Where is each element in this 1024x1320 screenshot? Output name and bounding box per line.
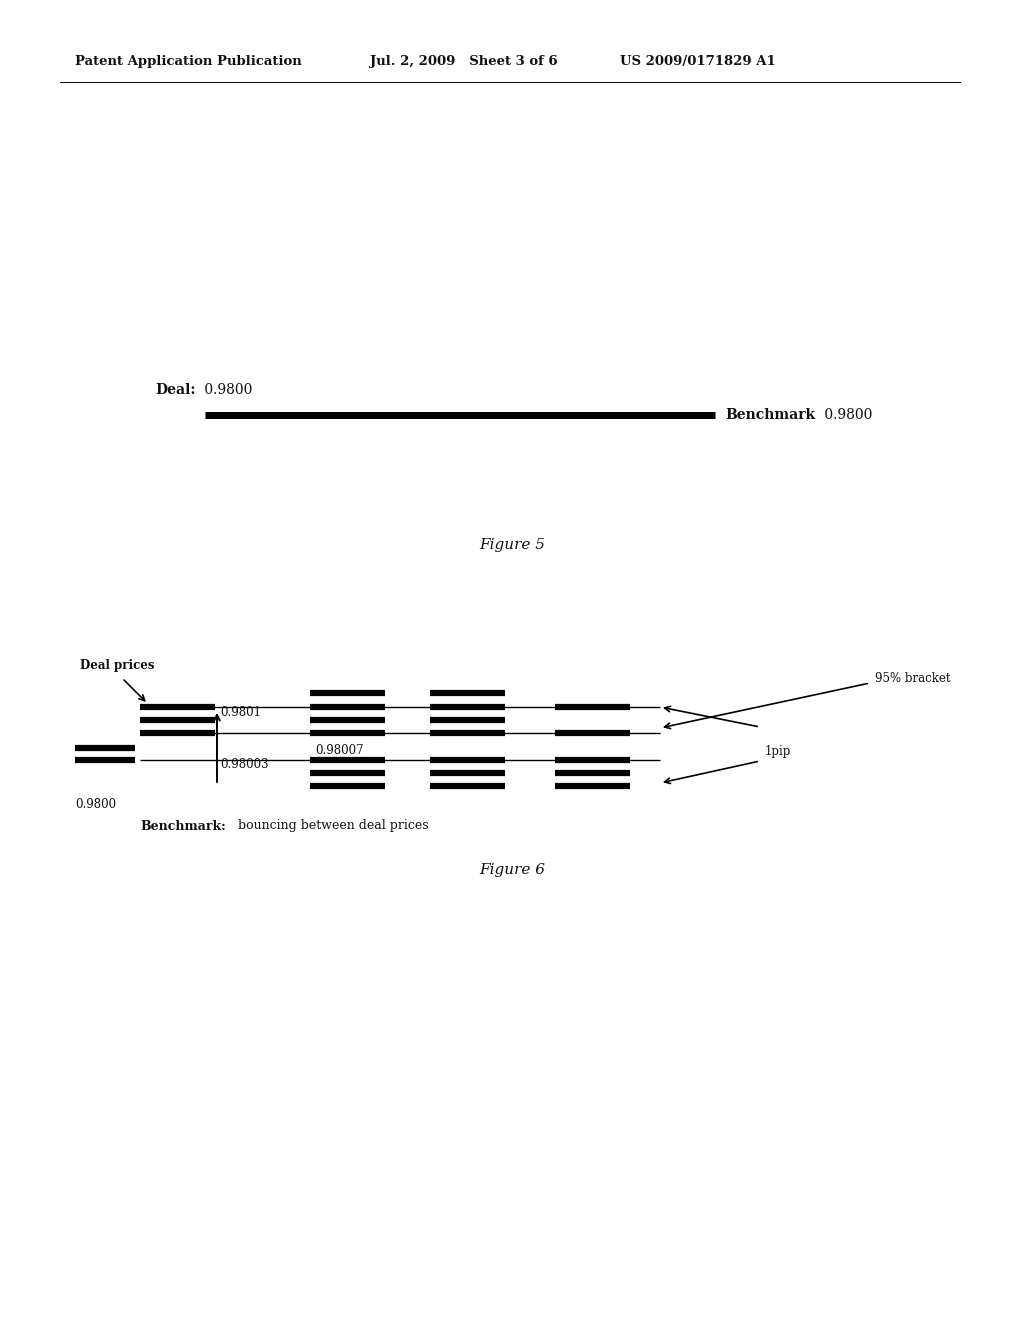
Text: Deal:: Deal: bbox=[155, 383, 196, 397]
Text: Figure 5: Figure 5 bbox=[479, 539, 545, 552]
Text: bouncing between deal prices: bouncing between deal prices bbox=[230, 820, 429, 833]
Text: Patent Application Publication: Patent Application Publication bbox=[75, 55, 302, 69]
Text: Figure 6: Figure 6 bbox=[479, 863, 545, 876]
Text: Jul. 2, 2009   Sheet 3 of 6: Jul. 2, 2009 Sheet 3 of 6 bbox=[370, 55, 558, 69]
Text: 0.98003: 0.98003 bbox=[220, 759, 268, 771]
Text: US 2009/0171829 A1: US 2009/0171829 A1 bbox=[620, 55, 776, 69]
Text: 1pip: 1pip bbox=[765, 744, 792, 758]
Text: Benchmark:: Benchmark: bbox=[140, 820, 225, 833]
Text: 0.9801: 0.9801 bbox=[220, 705, 261, 718]
Text: 0.9800: 0.9800 bbox=[200, 383, 252, 397]
Text: Deal prices: Deal prices bbox=[80, 659, 155, 672]
Text: Benchmark: Benchmark bbox=[725, 408, 815, 422]
Text: 95% bracket: 95% bracket bbox=[874, 672, 950, 685]
Text: 0.9800: 0.9800 bbox=[75, 797, 116, 810]
Text: 0.9800: 0.9800 bbox=[820, 408, 872, 422]
Text: 0.98007: 0.98007 bbox=[315, 744, 364, 758]
